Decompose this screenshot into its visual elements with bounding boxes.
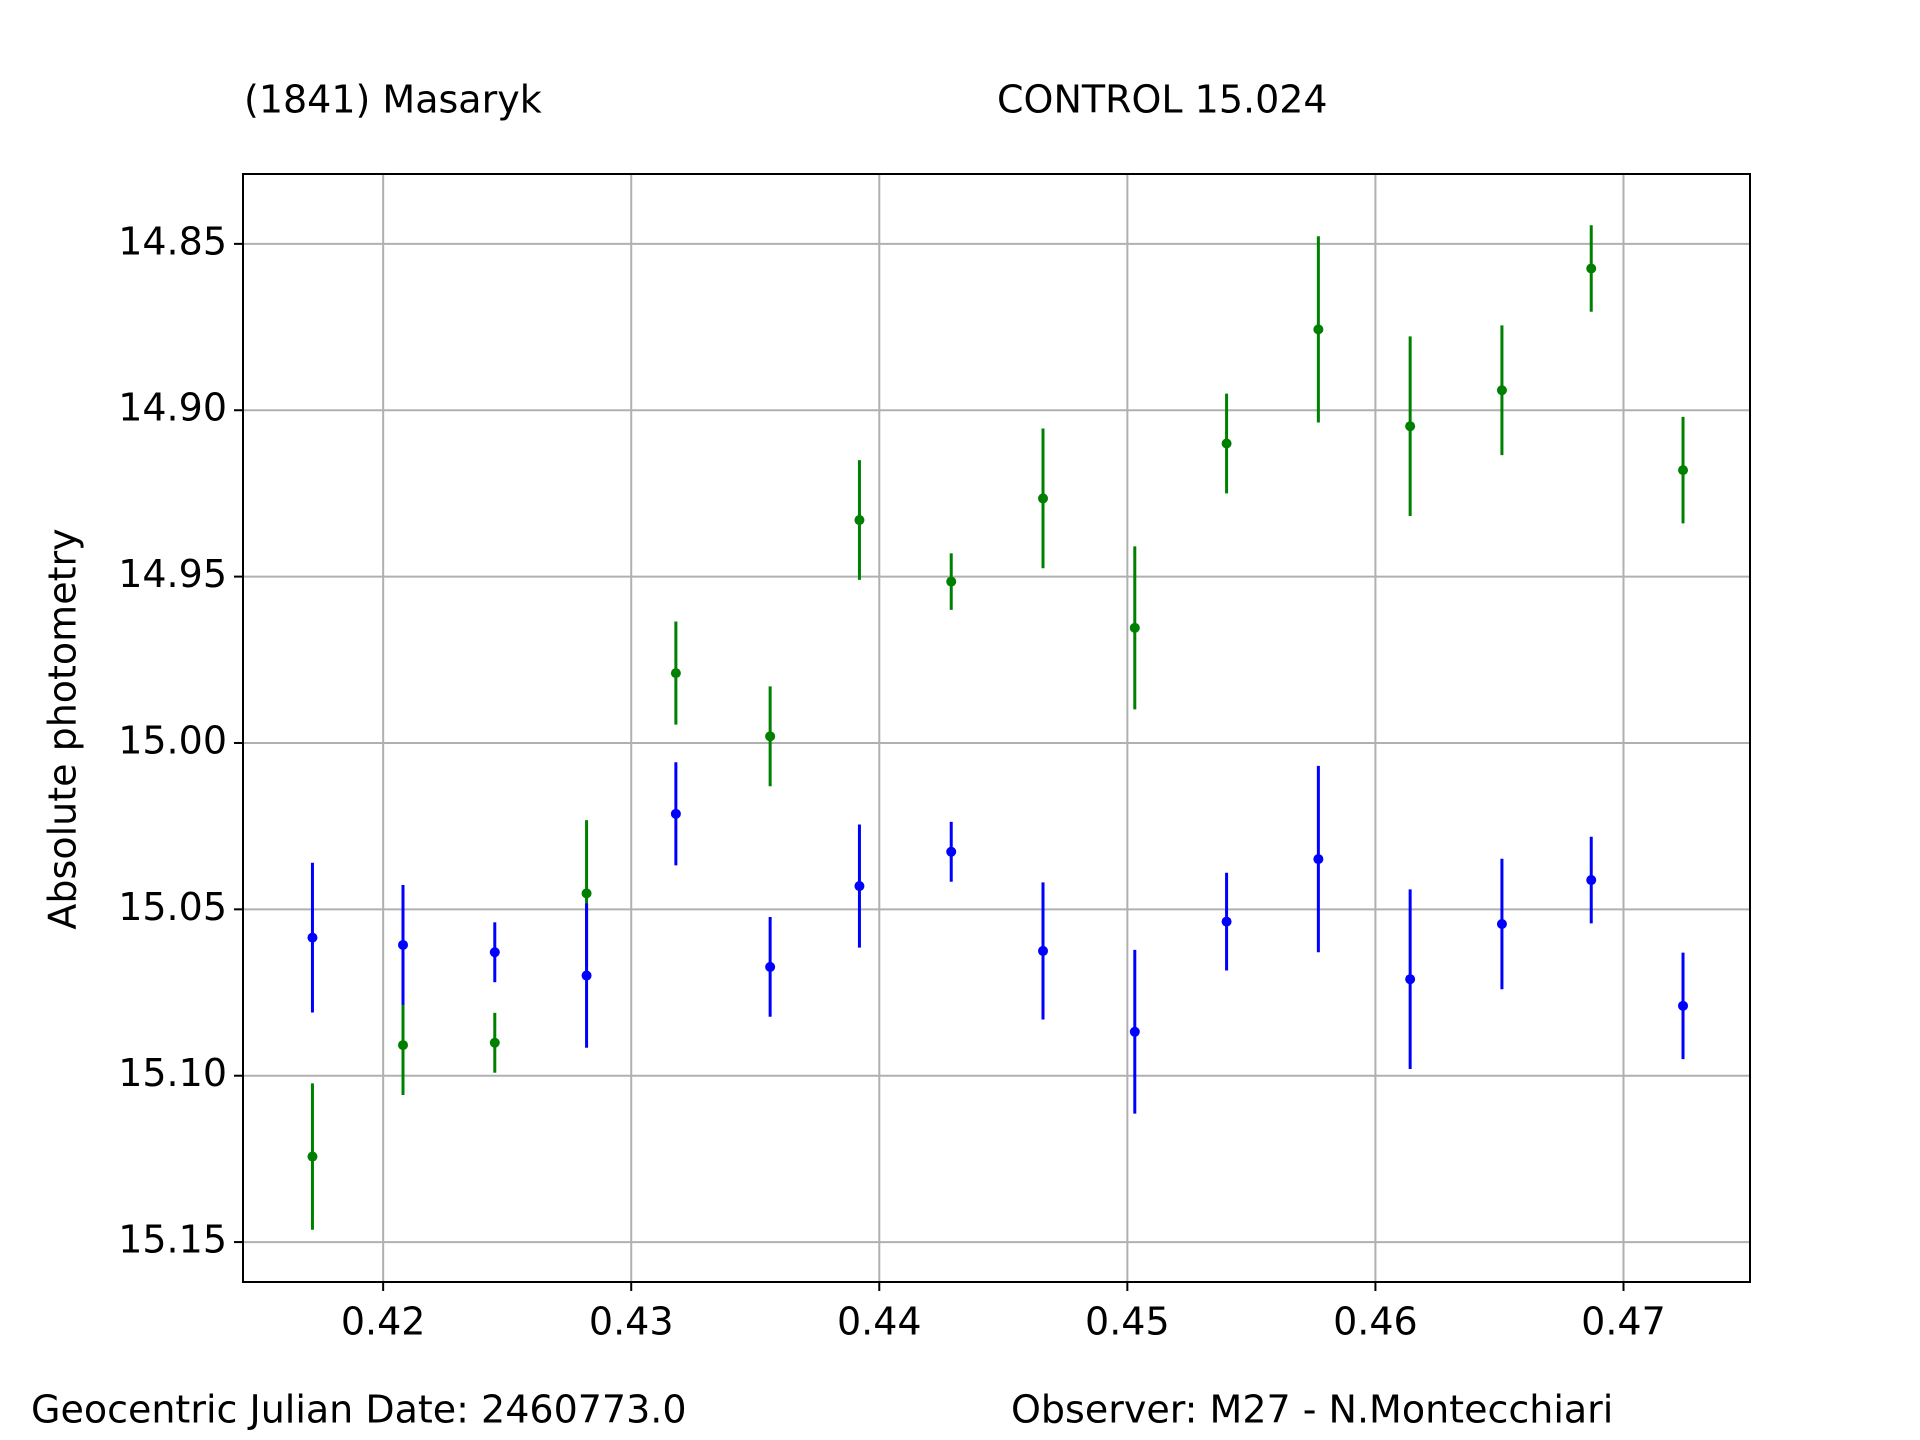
data-point	[1496, 918, 1507, 929]
y-tick-label: 15.15	[118, 1218, 227, 1262]
data-point	[1405, 421, 1416, 432]
data-point	[307, 932, 318, 943]
annotation: Geocentric Julian Date: 2460773.0	[31, 1388, 687, 1432]
data-point	[670, 808, 681, 819]
data-point	[398, 939, 409, 950]
data-point	[489, 1037, 500, 1048]
legend-label: (1841) Masaryk	[244, 78, 542, 122]
plot-frame	[242, 173, 1751, 1283]
x-tick-label: 0.43	[589, 1300, 674, 1344]
data-point	[854, 881, 865, 892]
data-point	[1313, 854, 1324, 865]
y-tick-label: 15.00	[118, 718, 227, 762]
legend-label: CONTROL 15.024	[997, 78, 1328, 122]
data-point	[1586, 263, 1597, 274]
data-point	[489, 947, 500, 958]
x-tick-label: 0.42	[341, 1300, 426, 1344]
y-axis-label: Absolute photometry	[41, 528, 85, 929]
x-tick-label: 0.44	[837, 1300, 922, 1344]
x-tick-label: 0.45	[1085, 1300, 1170, 1344]
data-point	[581, 888, 592, 899]
data-point	[1405, 974, 1416, 985]
data-point	[1038, 493, 1049, 504]
data-point	[1678, 465, 1689, 476]
data-point	[1221, 438, 1232, 449]
data-point	[765, 961, 776, 972]
y-tick-label: 14.85	[118, 219, 227, 263]
data-point	[581, 970, 592, 981]
data-point	[1038, 945, 1049, 956]
data-point	[1678, 1000, 1689, 1011]
x-tick-label: 0.46	[1333, 1300, 1418, 1344]
data-point	[670, 668, 681, 679]
x-tick-label: 0.47	[1581, 1300, 1666, 1344]
data-point	[765, 731, 776, 742]
y-tick-label: 14.90	[118, 386, 227, 430]
data-point	[307, 1151, 318, 1162]
data-point	[1129, 622, 1140, 633]
data-point	[1221, 916, 1232, 927]
data-point	[1129, 1026, 1140, 1037]
data-point	[1313, 324, 1324, 335]
y-tick-label: 14.95	[118, 552, 227, 596]
data-point	[946, 576, 957, 587]
data-point	[398, 1040, 409, 1051]
y-tick-label: 15.05	[118, 885, 227, 929]
data-point	[854, 515, 865, 526]
annotation: Observer: M27 - N.Montecchiari	[1011, 1388, 1613, 1432]
y-tick-label: 15.10	[118, 1051, 227, 1095]
data-point	[946, 846, 957, 857]
data-point	[1586, 875, 1597, 886]
data-point	[1496, 385, 1507, 396]
